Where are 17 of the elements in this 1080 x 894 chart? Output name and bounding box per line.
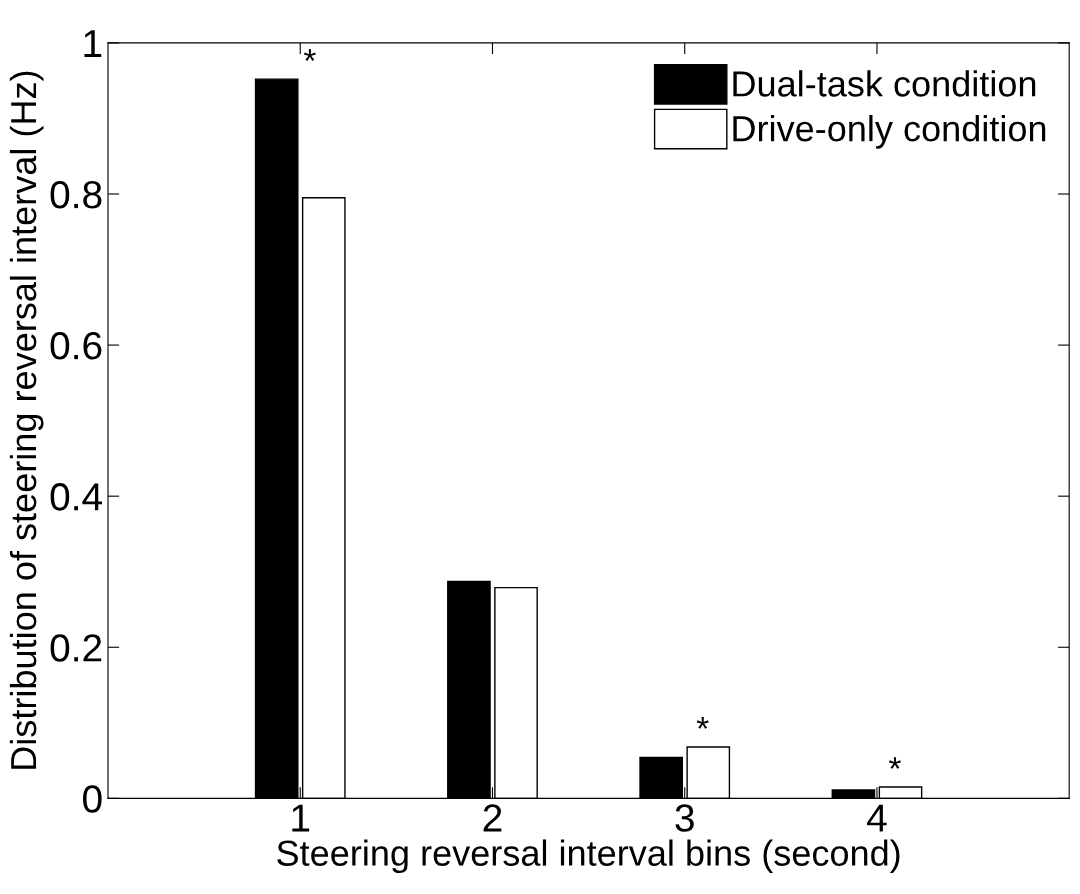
y-tick-label: 0.8 [50, 180, 102, 209]
legend-label: Drive-only condition [733, 114, 1046, 149]
x-tick-label: 2 [483, 804, 502, 832]
y-tick-label: 0 [83, 785, 102, 813]
y-tick-label: 0.2 [50, 634, 102, 662]
annotation: * [889, 757, 901, 769]
y-tick-label: 0.4 [50, 483, 103, 511]
y-tick-label: 1 [84, 30, 102, 57]
annotation: * [303, 49, 316, 62]
y-tick-label: 0.6 [50, 332, 102, 360]
x-axis-title: Steering reversal interval bins (second) [277, 839, 900, 874]
annotation: * [696, 717, 709, 729]
x-tick-label: 1 [292, 804, 310, 832]
x-tick-label: 4 [867, 804, 887, 832]
x-tick-label: 3 [675, 804, 694, 832]
legend-label: Dual-task condition [733, 70, 1036, 97]
y-axis-title: Distribution of steering reversal interval (Hz) [9, 71, 44, 769]
